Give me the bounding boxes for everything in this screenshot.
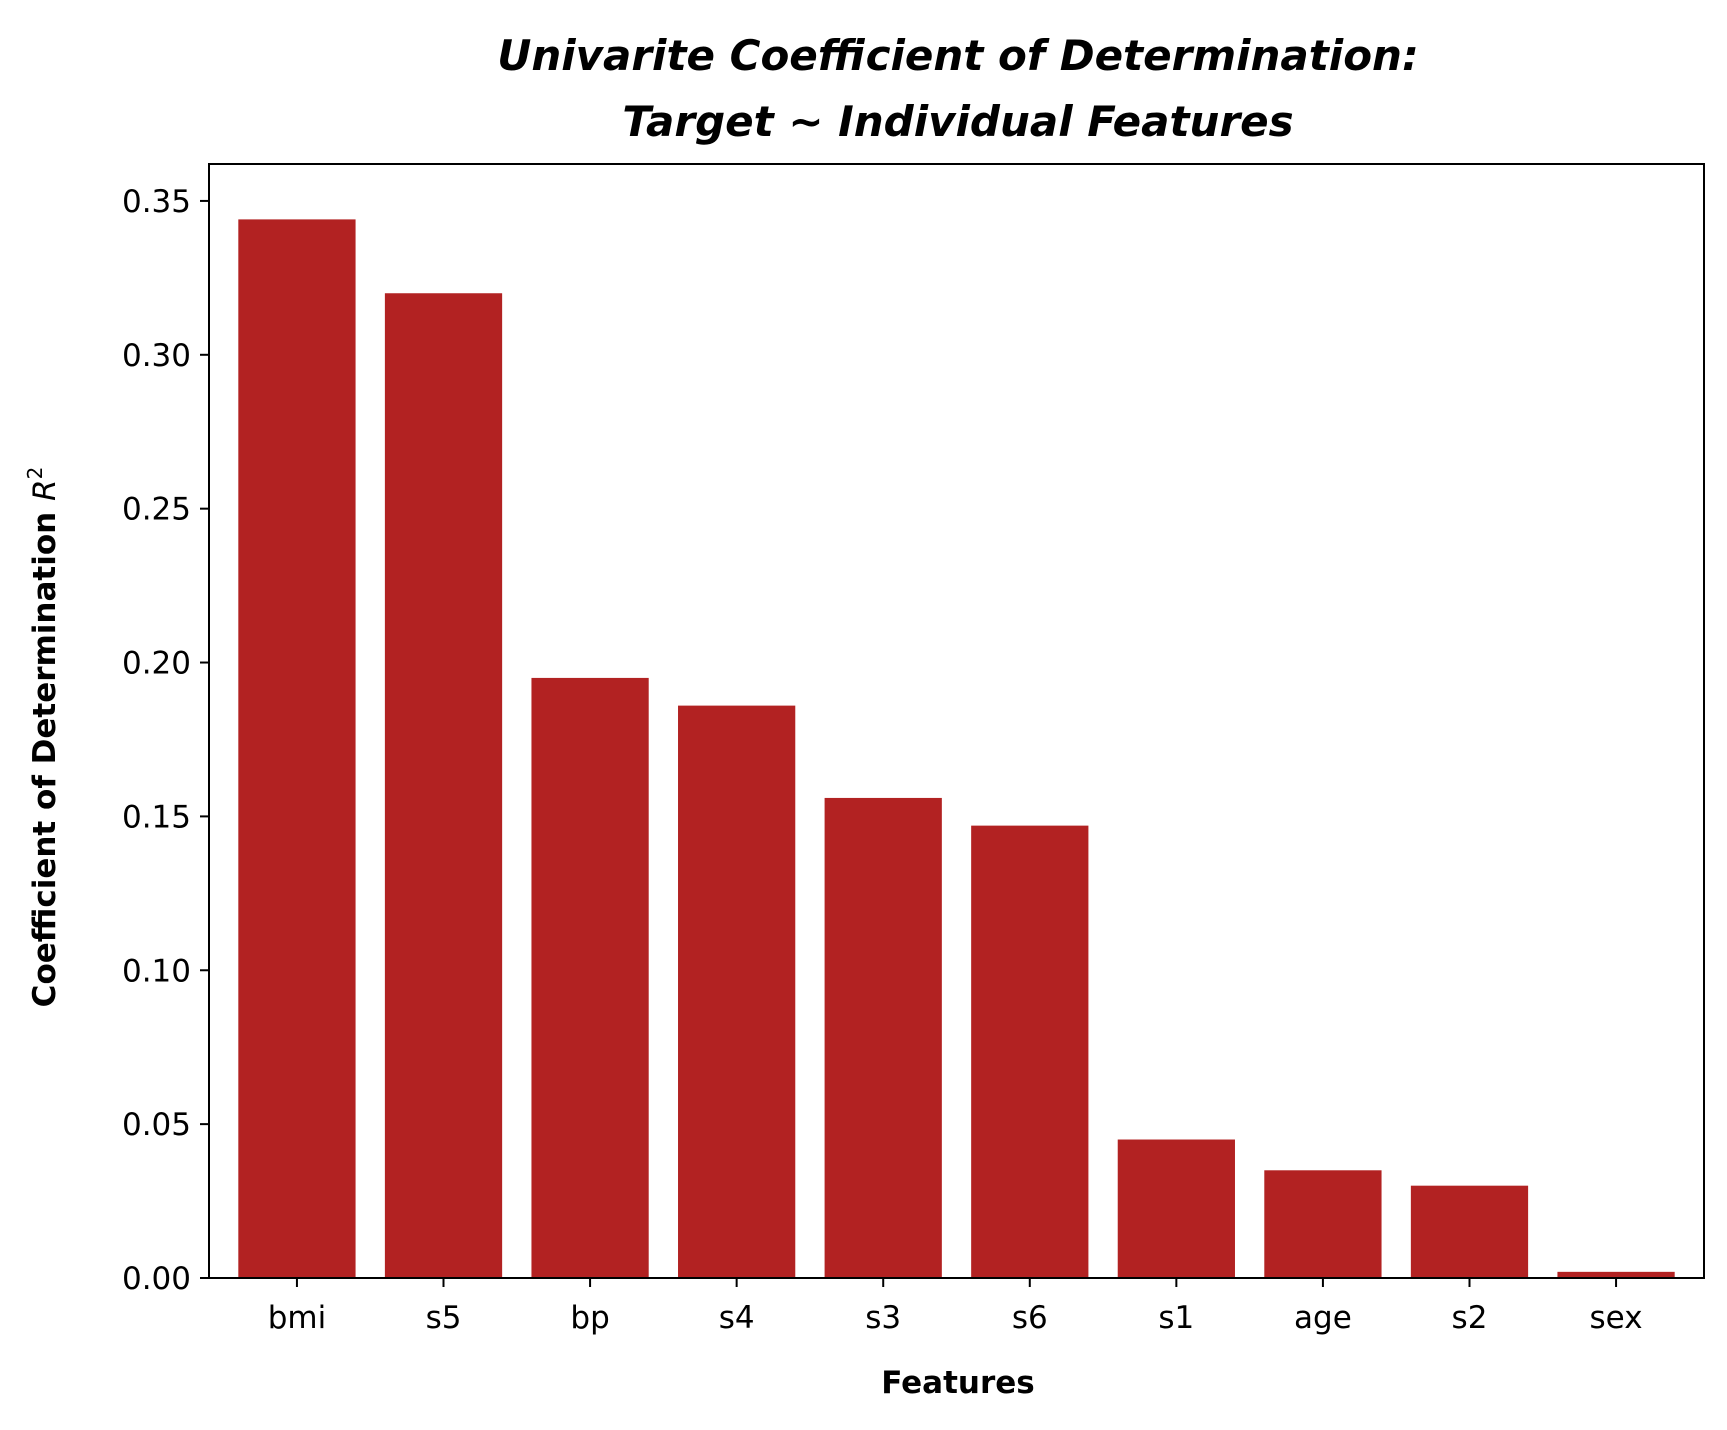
bar-s2 [1410,1185,1529,1278]
x-tick-label-s3: s3 [865,1300,901,1336]
y-tick-label: 0.00 [122,1261,191,1297]
y-tick-label: 0.30 [122,338,191,374]
bar-s5 [384,293,503,1278]
y-axis-label-math: R [27,479,63,501]
y-tick-label: 0.10 [122,953,191,989]
x-tick-label-s1: s1 [1158,1300,1194,1336]
x-axis: bmi s5 bp s4 s3 s6 s1 age s2 sex [268,1278,1643,1336]
x-tick-label-s2: s2 [1452,1300,1488,1336]
plot-frame [208,163,1705,1279]
y-tick-label: 0.20 [122,646,191,682]
y-axis-label: Coefficient of Determination R2 [23,467,63,1008]
y-tick-label: 0.35 [122,184,191,220]
y-axis-label-superscript: 2 [23,467,47,480]
y-tick-label: 0.05 [122,1107,191,1143]
y-tick-label: 0.25 [122,492,191,528]
chart-title-line-2: Target ~ Individual Features [622,97,1293,146]
x-tick-label-age: age [1294,1300,1352,1336]
plot-area: 0.00 0.05 0.10 0.15 0.20 0.25 0.30 0.35 bmi s5 bp… [122,163,1705,1336]
x-tick-label-s6: s6 [1012,1300,1048,1336]
bar-bp [531,677,649,1278]
x-tick-label-s5: s5 [426,1300,462,1336]
bars-group [238,219,1675,1279]
y-axis-label-text: Coefficient of Determination [27,501,63,1007]
bar-s1 [1117,1139,1235,1278]
x-tick-label-bmi: bmi [268,1300,327,1336]
bar-s4 [678,705,796,1278]
x-tick-label-bp: bp [570,1300,609,1336]
x-tick-label-s4: s4 [719,1300,755,1336]
y-tick-label: 0.15 [122,799,191,835]
bar-s6 [971,825,1089,1278]
bar-sex [1557,1271,1675,1278]
x-axis-label: Features [881,1365,1035,1401]
y-axis: 0.00 0.05 0.10 0.15 0.20 0.25 0.30 0.35 [122,184,209,1297]
bar-bmi [238,219,356,1279]
x-tick-label-sex: sex [1590,1300,1643,1336]
bar-age [1264,1170,1382,1278]
bar-s3 [824,797,942,1278]
chart-title-line-1: Univarite Coefficient of Determination: [497,31,1419,80]
